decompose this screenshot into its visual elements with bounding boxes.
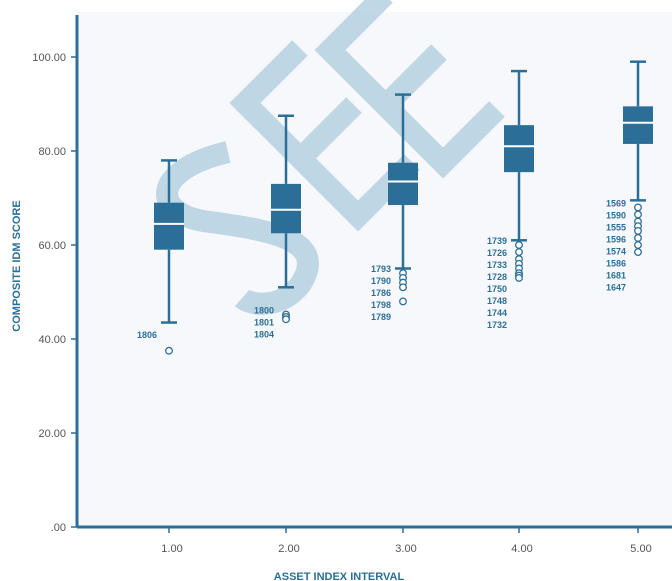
outlier-label-1739: 1739 [487,236,507,246]
x-axis-title: ASSET INDEX INTERVAL [274,571,405,581]
outlier-label-1574: 1574 [606,246,626,256]
outlier-label-1647: 1647 [606,282,626,292]
outlier-point [634,226,642,235]
outlier-label-1793: 1793 [371,264,391,274]
outlier-label-1596: 1596 [606,234,626,244]
outlier-label-1804: 1804 [254,330,274,340]
outlier-point [515,273,523,282]
x-tick-label: 5.00 [630,543,651,555]
outlier-label-1806: 1806 [137,330,157,340]
y-tick-label: 40.00 [38,334,66,346]
outlier-label-1790: 1790 [371,276,391,286]
outlier-labels: 1806 1800 1801 1804 1793 1790 1786 1798 1789 1739… [137,198,626,339]
outlier-label-1732: 1732 [487,320,507,330]
box-group-2.00 [271,114,301,324]
outlier-label-1744: 1744 [487,308,507,318]
outlier-point [515,241,523,249]
outlier-point [634,248,642,256]
outlier-point [515,248,523,256]
outlier-point [165,346,173,355]
outlier-label-1555: 1555 [606,222,626,232]
outlier-point [282,315,290,324]
box-group-3.00 [388,93,418,306]
y-axis-title: COMPOSITE IDM SCORE [11,200,23,331]
y-tick-label: 100.00 [32,52,66,64]
outlier-point [634,233,642,242]
y-tick-label: .00 [51,522,66,534]
box-iqr [504,125,534,173]
y-tick-label: 80.00 [38,146,66,158]
outlier-label-1586: 1586 [606,258,626,268]
outlier-label-1789: 1789 [371,312,391,322]
outlier-label-1801: 1801 [254,318,274,328]
outlier-label-1728: 1728 [487,272,507,282]
axes: .00 20.00 40.00 60.00 80.00 100.00 1.00 2.00 3.0… [32,15,672,555]
outlier-point [399,297,407,306]
x-tick-label: 3.00 [395,543,416,555]
outlier-label-1800: 1800 [254,306,274,316]
box-iqr [388,162,418,206]
outlier-label-1748: 1748 [487,296,507,306]
x-tick-label: 1.00 [161,543,182,555]
outlier-point [634,241,642,249]
watermark-letter-e2 [314,0,505,179]
box-group-5.00 [623,60,653,256]
box-iqr [154,202,184,250]
watermark-letter-e1 [229,40,420,232]
outlier-label-1569: 1569 [606,198,626,208]
y-tick-label: 20.00 [38,428,66,440]
y-tick-label: 60.00 [38,240,66,252]
outlier-point [634,203,642,212]
outlier-label-1726: 1726 [487,248,507,258]
outlier-point [399,283,407,292]
boxes [154,60,653,355]
outlier-label-1733: 1733 [487,260,507,270]
outlier-label-1681: 1681 [606,270,626,280]
x-tick-label: 2.00 [278,543,299,555]
box-iqr [623,106,653,144]
outlier-point [634,210,642,219]
box-iqr [271,183,301,234]
outlier-label-1750: 1750 [487,284,507,294]
box-group-4.00 [504,69,534,282]
outlier-label-1590: 1590 [606,210,626,220]
x-tick-label: 4.00 [511,543,532,555]
outlier-label-1786: 1786 [371,288,391,298]
outlier-label-1798: 1798 [371,300,391,310]
box-group-1.00 [154,159,184,355]
